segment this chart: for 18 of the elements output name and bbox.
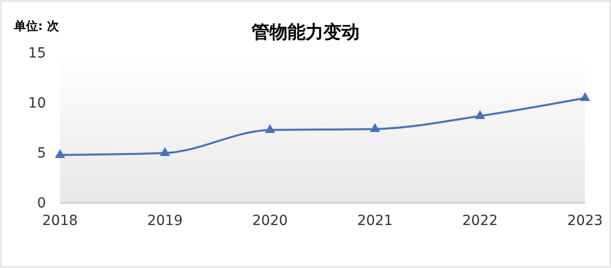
point: [474, 110, 486, 119]
x-tick-label: 2023: [567, 212, 603, 229]
point: [370, 123, 380, 132]
x-tick-label: 2020: [252, 212, 288, 229]
y-tick-label: 0: [37, 195, 46, 212]
x-tick-label: 2021: [357, 212, 393, 229]
y-axis-title: 单位: 次: [13, 19, 60, 33]
y-tick-label: 10: [28, 95, 46, 112]
point: [264, 124, 276, 133]
y-tick-label: 15: [28, 45, 46, 62]
y-tick-label: 5: [37, 145, 46, 162]
point: [580, 92, 590, 101]
point: [54, 149, 66, 158]
point: [160, 147, 170, 156]
x-tick-label: 2022: [462, 212, 498, 229]
x-tick-label: 2019: [147, 212, 183, 229]
x-tick-label: 2018: [42, 212, 78, 229]
chart-title: 管物能力变动: [250, 22, 360, 43]
